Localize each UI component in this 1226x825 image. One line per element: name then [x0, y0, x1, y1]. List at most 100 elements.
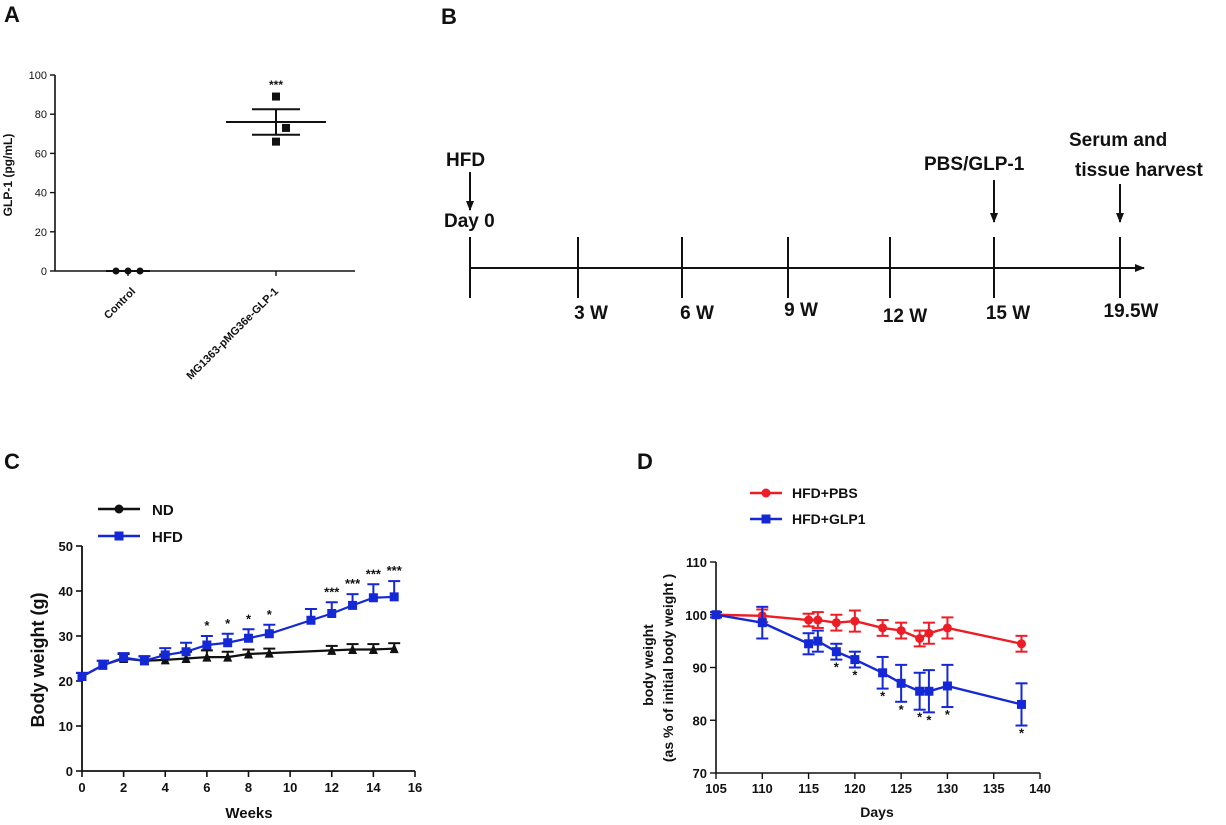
panel-letter-d: D: [637, 449, 653, 474]
panel-c-point: [119, 653, 129, 663]
timeline-label-19-5w: 19.5W: [1104, 301, 1159, 322]
panel-a-category-control: Control: [102, 286, 138, 322]
panel-d-significance: *: [899, 702, 905, 717]
panel-a-ytick-label: 60: [35, 148, 47, 160]
timeline-day0-label: Day 0: [444, 211, 495, 232]
panel-d-ytick-label: 110: [686, 555, 707, 570]
panel-c-ytick-label: 30: [59, 629, 73, 644]
panel-c-point: [264, 647, 274, 658]
panel-d-xtick-label: 115: [798, 781, 819, 796]
panel-d-ytick-label: 70: [693, 766, 707, 781]
panel-c-point: [244, 633, 253, 643]
panel-c-legend-marker: [114, 504, 124, 514]
panel-a-ytick-label: 80: [35, 109, 47, 121]
panel-c-legend-marker: [114, 531, 124, 541]
panel-c-point: [202, 640, 212, 650]
panel-d-legend-label: HFD+PBS: [792, 485, 858, 501]
panel-c-point: [223, 638, 233, 648]
panel-d-point: [804, 615, 814, 625]
panel-d-point: [813, 636, 823, 646]
panel-a-treated-point: [272, 92, 280, 101]
panel-a-significance: ***: [269, 78, 283, 92]
panel-c-point: [139, 656, 149, 666]
panel-c-significance: *: [225, 616, 231, 631]
panel-a-treated-point: [282, 123, 290, 132]
panel-c-point: [98, 660, 108, 670]
panel-d-xtick-label: 130: [937, 781, 959, 796]
panel-a-ylabel: GLP-1 (pg/mL): [1, 134, 15, 217]
panel-d-xtick-label: 135: [983, 781, 1005, 796]
panel-d-chart: body weight (as % of initial body weight…: [640, 485, 1051, 820]
panel-c-point: [181, 653, 191, 663]
panel-c-xtick-label: 6: [203, 780, 210, 795]
panel-d-xtick-label: 105: [705, 781, 727, 796]
panel-d-xtick-label: 110: [752, 781, 773, 796]
panel-d-point: [711, 610, 721, 620]
panel-d-ytick-label: 100: [685, 608, 707, 623]
panel-c-significance: *: [246, 611, 252, 626]
panel-c-point: [160, 650, 170, 660]
panel-d-xtick-label: 140: [1029, 781, 1051, 796]
panel-c-point: [348, 600, 358, 610]
timeline-hfd-label: HFD: [446, 150, 485, 171]
panel-c-ytick-label: 20: [59, 674, 73, 689]
panel-c-xtick-label: 8: [245, 780, 252, 795]
panel-d-significance: *: [926, 712, 932, 727]
timeline-harvest-label-1: Serum and: [1069, 130, 1167, 151]
panel-a-ytick-label: 40: [35, 188, 47, 200]
panel-d-series-pbs: [710, 608, 1028, 653]
panel-c-point: [389, 643, 399, 654]
panel-c-chart: Body weight (g) Weeks 0 10 20 30 40 50 0 2 4 6 8 10…: [28, 502, 422, 822]
panel-c-xtick-label: 16: [408, 780, 422, 795]
panel-d-point: [915, 686, 925, 696]
panel-d-point: [915, 633, 925, 643]
panel-b-timeline: 3 W 6 W 9 W 12 W 15 W 19.5W HFD Day 0 PB…: [444, 130, 1203, 327]
panel-a-chart: GLP-1 (pg/mL) *** Control MG1363-pMG36e-…: [1, 70, 355, 382]
panel-d-point: [850, 655, 860, 665]
panel-letter-b: B: [441, 4, 457, 29]
panel-d-point: [831, 647, 841, 657]
panel-c-ytick-label: 10: [59, 719, 73, 734]
panel-c-point: [306, 615, 316, 625]
panel-a-ytick-label: 20: [35, 227, 47, 239]
timeline-label-6w: 6 W: [680, 303, 714, 324]
panel-d-xtick-label: 120: [844, 781, 866, 796]
panel-d-xtick-label: 125: [890, 781, 912, 796]
panel-d-legend-marker: [761, 488, 771, 498]
panel-c-point: [348, 644, 358, 654]
panel-d-point: [831, 618, 841, 628]
panel-d-legend-marker: [761, 514, 771, 524]
panel-c-point: [264, 629, 274, 639]
panel-d-xlabel: Days: [860, 804, 894, 820]
panel-d-significance: *: [917, 710, 923, 725]
panel-c-significance: ***: [345, 576, 361, 591]
panel-d-significance: *: [880, 689, 886, 704]
timeline-harvest-label-2: tissue harvest: [1075, 160, 1203, 181]
panel-c-xtick-label: 14: [366, 780, 381, 795]
panel-c-legend: ND HFD: [98, 502, 183, 546]
panel-c-ytick-label: 40: [59, 584, 73, 599]
panel-a-treated-point: [272, 137, 280, 146]
panel-d-significance: *: [945, 707, 951, 722]
panel-d-point: [1016, 639, 1026, 649]
timeline-label-3w: 3 W: [574, 303, 608, 324]
panel-c-point: [327, 609, 337, 618]
panel-c-series-hfd: [76, 580, 401, 681]
panel-d-point: [878, 623, 888, 633]
panel-c-point: [181, 647, 191, 657]
panel-d-significance: *: [834, 660, 840, 675]
panel-c-ytick-label: 0: [66, 764, 73, 779]
panel-c-line: [81, 595, 395, 678]
panel-d-significance: *: [1019, 726, 1025, 741]
panel-c-legend-label: ND: [152, 502, 174, 519]
panel-a-ytick-label: 100: [29, 70, 47, 82]
panel-c-xtick-label: 12: [325, 780, 339, 795]
timeline-label-15w: 15 W: [986, 303, 1030, 324]
panel-d-point: [942, 623, 952, 633]
panel-c-point: [244, 648, 253, 659]
panel-c-xtick-label: 10: [283, 780, 297, 795]
panel-c-point: [389, 592, 399, 602]
panel-d-point: [1016, 699, 1026, 709]
panel-c-significance: ***: [366, 566, 382, 581]
